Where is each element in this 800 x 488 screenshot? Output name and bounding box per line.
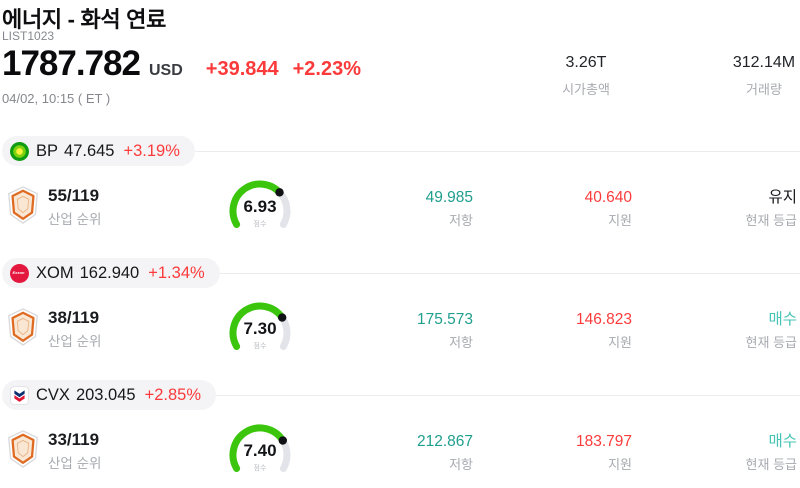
- ticker-pill-xom[interactable]: Exxon Mobil XOM 162.940 +1.34%: [2, 258, 220, 288]
- ticker-and-price: XOM 162.940: [36, 264, 139, 283]
- rank-label: 산업 순위: [48, 212, 102, 227]
- rating-cell: 유지 현재 등급: [746, 188, 797, 229]
- support-value: 146.823: [575, 311, 632, 328]
- support-label: 지원: [608, 457, 632, 472]
- rating-label: 현재 등급: [745, 213, 797, 228]
- rating-label: 현재 등급: [745, 457, 797, 472]
- rating-value: 매수: [768, 311, 797, 328]
- rank-label: 산업 순위: [48, 334, 102, 349]
- industry-rank-badge-icon: [4, 429, 42, 469]
- support-cell: 40.640 지원: [585, 188, 632, 229]
- market-cap-label: 시가총액: [562, 82, 610, 97]
- exxon-mobil-logo-icon: Exxon Mobil: [10, 263, 50, 283]
- divider: [216, 394, 800, 396]
- support-label: 지원: [608, 213, 632, 228]
- score-value: 7.40: [243, 441, 277, 460]
- support-label: 지원: [608, 335, 632, 350]
- page-title: 에너지 - 화석 연료: [2, 7, 167, 32]
- resistance-label: 저항: [449, 335, 473, 350]
- rating-value: 유지: [768, 189, 797, 206]
- ticker-pill-bp[interactable]: BP 47.645 +3.19%: [2, 136, 195, 166]
- rating-cell: 매수 현재 등급: [746, 310, 797, 351]
- rank-value: 33/119: [48, 430, 100, 449]
- industry-rank: 55/119 산업 순위: [48, 186, 101, 228]
- change-percent: +2.23%: [292, 58, 362, 80]
- score-gauge: 6.93 점수: [218, 178, 302, 240]
- stock-row-bp: BP 47.645 +3.19% 55/119 산업 순위 6.93 점수 49…: [0, 136, 800, 258]
- market-cap-stat: 3.26T 시가총액: [550, 54, 622, 98]
- industry-rank: 33/119 산업 순위: [48, 430, 101, 472]
- rating-label: 현재 등급: [745, 335, 797, 350]
- stock-row-xom: Exxon Mobil XOM 162.940 +1.34% 38/119 산업…: [0, 258, 800, 380]
- ticker-symbol: CVX: [36, 385, 70, 404]
- resistance-label: 저항: [449, 213, 473, 228]
- rank-label: 산업 순위: [48, 456, 102, 471]
- industry-rank-badge-icon: [4, 185, 42, 225]
- ticker-price: 203.045: [75, 385, 136, 404]
- score-value: 6.93: [243, 197, 277, 216]
- volume-value: 312.14M: [732, 54, 796, 71]
- rating-cell: 매수 현재 등급: [746, 432, 797, 473]
- ticker-header: CVX 203.045 +2.85%: [2, 380, 800, 410]
- resistance-label: 저항: [449, 457, 473, 472]
- divider: [194, 150, 800, 152]
- ticker-and-price: CVX 203.045: [36, 386, 136, 405]
- rank-value: 55/119: [48, 186, 100, 205]
- ticker-symbol: BP: [36, 141, 59, 160]
- resistance-value: 49.985: [425, 189, 473, 206]
- rank-value: 38/119: [48, 308, 100, 327]
- change-absolute: +39.844: [205, 58, 279, 80]
- price-change: +39.844 +2.23%: [206, 58, 361, 81]
- currency-label: USD: [148, 62, 183, 79]
- support-value: 183.797: [575, 433, 632, 450]
- chevron-logo-icon: [10, 385, 29, 405]
- ticker-change: +1.34%: [148, 263, 205, 282]
- ticker-change: +3.19%: [123, 141, 180, 160]
- ticker-price: 47.645: [64, 141, 115, 160]
- ticker-header: Exxon Mobil XOM 162.940 +1.34%: [2, 258, 800, 288]
- index-price: 1787.782: [2, 44, 141, 83]
- rating-value: 매수: [768, 433, 797, 450]
- ticker-symbol: XOM: [36, 263, 74, 282]
- industry-rank: 38/119 산업 순위: [48, 308, 101, 350]
- ticker-pill-cvx[interactable]: CVX 203.045 +2.85%: [2, 380, 217, 410]
- score-label: 점수: [253, 343, 267, 350]
- industry-rank-badge-icon: [4, 307, 42, 347]
- market-cap-value: 3.26T: [565, 54, 607, 71]
- ticker-price: 162.940: [79, 263, 140, 282]
- stock-row-cvx: CVX 203.045 +2.85% 33/119 산업 순위 7.40 점수 …: [0, 380, 800, 488]
- bp-logo-icon: [10, 141, 29, 161]
- list-id: LIST1023: [2, 29, 55, 43]
- support-cell: 183.797 지원: [576, 432, 632, 473]
- score-value: 7.30: [243, 319, 277, 338]
- score-gauge: 7.40 점수: [218, 422, 302, 484]
- support-value: 40.640: [584, 189, 632, 206]
- timestamp: 04/02, 10:15 ( ET ): [2, 91, 111, 106]
- resistance-cell: 212.867 저항: [417, 432, 473, 473]
- score-gauge: 7.30 점수: [218, 300, 302, 362]
- divider: [219, 272, 800, 274]
- resistance-cell: 175.573 저항: [417, 310, 473, 351]
- ticker-and-price: BP 47.645: [36, 142, 114, 161]
- resistance-value: 212.867: [416, 433, 473, 450]
- resistance-value: 175.573: [416, 311, 473, 328]
- ticker-change: +2.85%: [144, 385, 202, 404]
- resistance-cell: 49.985 저항: [426, 188, 473, 229]
- volume-stat: 312.14M 거래량: [726, 54, 800, 98]
- price-row: 1787.782 USD +39.844 +2.23%: [2, 44, 361, 84]
- volume-label: 거래량: [746, 82, 782, 97]
- ticker-header: BP 47.645 +3.19%: [2, 136, 800, 166]
- support-cell: 146.823 지원: [576, 310, 632, 351]
- score-label: 점수: [253, 221, 267, 228]
- score-label: 점수: [253, 465, 267, 472]
